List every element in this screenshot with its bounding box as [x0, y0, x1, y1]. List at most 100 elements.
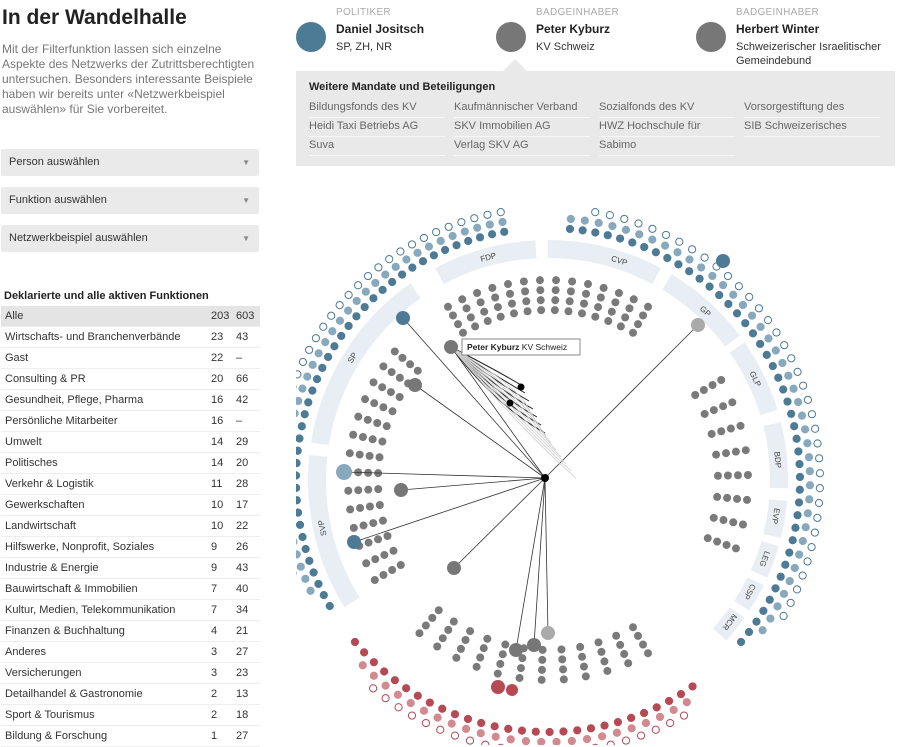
member-dot[interactable] — [813, 513, 822, 522]
member-dot[interactable] — [661, 230, 671, 240]
lobby-dot[interactable] — [566, 287, 575, 296]
member-dot[interactable] — [296, 434, 304, 443]
lobby-dot[interactable] — [483, 317, 492, 326]
lobby-dot[interactable] — [597, 647, 606, 656]
mandate-item[interactable]: Sabimo — [599, 136, 735, 156]
member-dot[interactable] — [605, 211, 614, 220]
table-row[interactable]: Gast 22– — [1, 348, 260, 369]
lobby-dot[interactable] — [709, 406, 718, 415]
lobby-dot[interactable] — [346, 505, 355, 514]
member-dot[interactable] — [296, 396, 303, 406]
member-dot[interactable] — [369, 684, 378, 693]
member-dot[interactable] — [369, 671, 378, 680]
member-dot[interactable] — [298, 384, 307, 393]
member-dot[interactable] — [799, 381, 808, 390]
member-dot[interactable] — [374, 263, 383, 272]
mandate-item[interactable]: Suva — [309, 136, 445, 156]
lobby-dot[interactable] — [519, 277, 528, 286]
lobby-dot[interactable] — [364, 538, 373, 547]
mandate-item[interactable]: HWZ Hochschule für — [599, 117, 735, 137]
member-dot[interactable] — [473, 223, 482, 232]
table-row[interactable]: Sport & Tourismus 2 18 — [1, 705, 260, 726]
table-row[interactable]: Alle 203 603 — [1, 306, 260, 327]
lobby-dot[interactable] — [396, 561, 405, 569]
member-dot[interactable] — [708, 271, 717, 281]
member-dot[interactable] — [766, 614, 775, 623]
lobby-dot[interactable] — [733, 471, 742, 480]
lobby-dot[interactable] — [578, 309, 587, 318]
member-dot[interactable] — [763, 316, 773, 325]
member-dot[interactable] — [413, 248, 422, 257]
member-dot[interactable] — [394, 703, 403, 712]
lobby-dot[interactable] — [537, 675, 546, 684]
member-dot[interactable] — [521, 736, 531, 745]
member-dot[interactable] — [296, 458, 301, 468]
lobby-dot[interactable] — [395, 373, 404, 382]
table-row[interactable]: Bauwirtschaft & Immobilien 7 40 — [1, 579, 260, 600]
member-dot[interactable] — [803, 439, 812, 448]
lobby-dot[interactable] — [365, 451, 374, 460]
lobby-dot[interactable] — [368, 435, 377, 444]
member-dot[interactable] — [353, 281, 363, 290]
mandate-item[interactable]: Bildungsfonds des KV — [309, 98, 445, 118]
highlight-dot[interactable] — [408, 378, 422, 392]
lobby-dot[interactable] — [493, 303, 502, 312]
member-dot[interactable] — [805, 467, 814, 476]
lobby-dot[interactable] — [639, 311, 647, 320]
lobby-dot[interactable] — [523, 307, 532, 316]
member-dot[interactable] — [803, 557, 812, 566]
lobby-dot[interactable] — [354, 486, 363, 495]
member-dot[interactable] — [296, 508, 303, 517]
member-dot[interactable] — [408, 263, 417, 272]
member-dot[interactable] — [788, 536, 797, 545]
member-dot[interactable] — [790, 422, 799, 431]
table-row[interactable]: Industrie & Energie 9 43 — [1, 558, 260, 579]
member-dot[interactable] — [308, 360, 317, 369]
selected-person-dot[interactable] — [444, 340, 458, 354]
lobby-dot[interactable] — [496, 312, 505, 321]
lobby-dot[interactable] — [365, 502, 374, 511]
lobby-dot[interactable] — [476, 653, 485, 662]
member-dot[interactable] — [592, 743, 599, 745]
member-dot[interactable] — [600, 721, 609, 730]
member-dot[interactable] — [298, 357, 308, 367]
member-dot[interactable] — [612, 728, 622, 737]
member-dot[interactable] — [785, 576, 794, 586]
member-dot[interactable] — [621, 736, 631, 745]
member-dot[interactable] — [452, 241, 461, 250]
lobby-dot[interactable] — [388, 407, 397, 416]
member-dot[interactable] — [335, 316, 345, 325]
lobby-dot[interactable] — [491, 293, 500, 302]
table-row[interactable]: Verkehr & Logistik 11 28 — [1, 474, 260, 495]
member-dot[interactable] — [688, 682, 697, 691]
highlight-dot[interactable] — [394, 483, 408, 497]
member-dot[interactable] — [429, 251, 438, 260]
lobby-dot[interactable] — [733, 494, 742, 503]
highlight-dot[interactable] — [527, 638, 541, 652]
member-dot[interactable] — [319, 322, 328, 331]
member-dot[interactable] — [674, 260, 683, 269]
table-row[interactable]: Hilfswerke, Nonprofit, Soziales 9 26 — [1, 537, 260, 558]
member-dot[interactable] — [325, 601, 334, 611]
member-dot[interactable] — [402, 684, 411, 693]
member-dot[interactable] — [815, 484, 824, 493]
table-row[interactable]: Kultur, Medien, Telekommunikation 7 34 — [1, 600, 260, 621]
lobby-dot[interactable] — [501, 640, 510, 649]
lobby-dot[interactable] — [743, 495, 752, 504]
lobby-dot[interactable] — [712, 450, 721, 459]
lobby-dot[interactable] — [459, 328, 467, 337]
lobby-dot[interactable] — [378, 516, 387, 525]
lobby-dot[interactable] — [616, 322, 625, 331]
member-dot[interactable] — [807, 543, 816, 552]
lobby-dot[interactable] — [369, 519, 378, 528]
member-dot[interactable] — [402, 255, 411, 264]
table-row[interactable]: Gewerkschaften 10 17 — [1, 495, 260, 516]
lobby-dot[interactable] — [421, 621, 430, 630]
member-dot[interactable] — [406, 699, 415, 708]
lobby-dot[interactable] — [604, 317, 613, 326]
member-dot[interactable] — [305, 345, 314, 355]
member-dot[interactable] — [620, 214, 629, 224]
member-dot[interactable] — [396, 247, 405, 256]
member-dot[interactable] — [798, 571, 807, 580]
